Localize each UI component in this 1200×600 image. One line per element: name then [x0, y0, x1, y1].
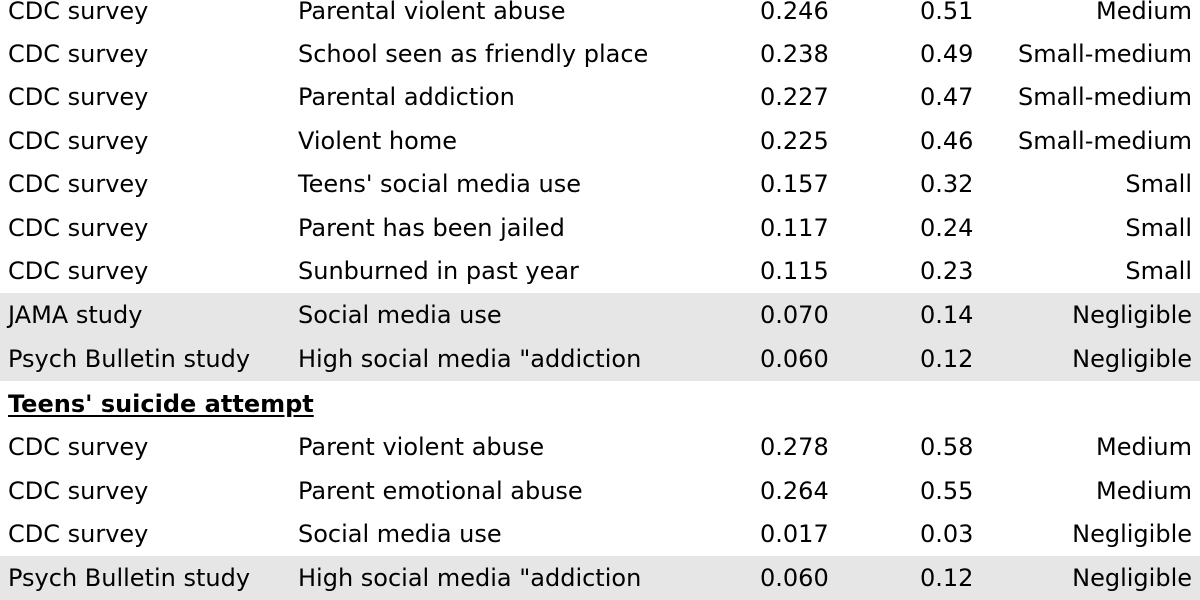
factor-cell: Social media use	[298, 520, 502, 548]
source-cell: CDC survey	[8, 214, 149, 242]
source-cell: Psych Bulletin study	[8, 564, 251, 592]
effect-label-cell: Small-medium	[1018, 83, 1192, 111]
effect-label-cell: Negligible	[1072, 520, 1192, 548]
factor-cell: Social media use	[298, 301, 502, 329]
correlation-cell: 0.246	[760, 0, 829, 25]
table-row: CDC survey Parent violent abuse 0.278 0.…	[0, 425, 1200, 469]
correlation-cell: 0.225	[760, 127, 829, 155]
source-cell: Psych Bulletin study	[8, 345, 251, 373]
factor-cell: High social media "addiction	[298, 345, 642, 373]
factor-cell: High social media "addiction	[298, 564, 642, 592]
effect-label-cell: Small	[1125, 257, 1192, 285]
table-row: CDC survey Violent home 0.225 0.46 Small…	[0, 119, 1200, 163]
effect-label-cell: Small	[1125, 214, 1192, 242]
factor-cell: Parent has been jailed	[298, 214, 565, 242]
effect-size-cell: 0.46	[920, 127, 974, 155]
correlation-cell: 0.117	[760, 214, 829, 242]
effect-label-cell: Small	[1125, 170, 1192, 198]
table-row: CDC survey Parental violent abuse 0.246 …	[0, 0, 1200, 33]
effect-label-cell: Medium	[1096, 477, 1192, 505]
effect-size-cell: 0.55	[920, 477, 974, 505]
source-cell: CDC survey	[8, 433, 149, 461]
effect-label-cell: Negligible	[1072, 301, 1192, 329]
effect-size-cell: 0.49	[920, 40, 974, 68]
correlation-cell: 0.070	[760, 301, 829, 329]
correlation-cell: 0.264	[760, 477, 829, 505]
effect-size-cell: 0.24	[920, 214, 974, 242]
source-cell: JAMA study	[8, 301, 143, 329]
table-row: CDC survey Sunburned in past year 0.115 …	[0, 249, 1200, 293]
factor-cell: Parental addiction	[298, 83, 515, 111]
effect-size-cell: 0.12	[920, 564, 974, 592]
factor-cell: Teens' social media use	[298, 170, 581, 198]
table-row-highlighted: Psych Bulletin study High social media "…	[0, 556, 1200, 600]
source-cell: CDC survey	[8, 520, 149, 548]
effect-label-cell: Medium	[1096, 0, 1192, 25]
factor-cell: Parent violent abuse	[298, 433, 545, 461]
effect-size-cell: 0.47	[920, 83, 974, 111]
factor-cell: Sunburned in past year	[298, 257, 579, 285]
effect-size-cell: 0.23	[920, 257, 974, 285]
effect-size-cell: 0.58	[920, 433, 974, 461]
factor-cell: School seen as friendly place	[298, 40, 649, 68]
effect-size-cell: 0.51	[920, 0, 974, 25]
correlation-cell: 0.060	[760, 564, 829, 592]
correlation-cell: 0.017	[760, 520, 829, 548]
section-heading: Teens' suicide attempt	[8, 390, 314, 418]
effect-label-cell: Negligible	[1072, 345, 1192, 373]
table-row: CDC survey Parental addiction 0.227 0.47…	[0, 75, 1200, 119]
correlation-cell: 0.238	[760, 40, 829, 68]
source-cell: CDC survey	[8, 170, 149, 198]
correlation-cell: 0.157	[760, 170, 829, 198]
effect-size-cell: 0.03	[920, 520, 974, 548]
correlation-cell: 0.115	[760, 257, 829, 285]
effect-size-cell: 0.12	[920, 345, 974, 373]
correlation-cell: 0.227	[760, 83, 829, 111]
correlation-cell: 0.278	[760, 433, 829, 461]
factor-cell: Violent home	[298, 127, 457, 155]
source-cell: CDC survey	[8, 257, 149, 285]
correlation-cell: 0.060	[760, 345, 829, 373]
source-cell: CDC survey	[8, 83, 149, 111]
effect-label-cell: Small-medium	[1018, 40, 1192, 68]
factor-cell: Parent emotional abuse	[298, 477, 583, 505]
table-row-highlighted: Psych Bulletin study High social media "…	[0, 337, 1200, 381]
effect-size-cell: 0.32	[920, 170, 974, 198]
table-row: CDC survey Parent emotional abuse 0.264 …	[0, 469, 1200, 513]
factor-cell: Parental violent abuse	[298, 0, 566, 25]
effect-label-cell: Small-medium	[1018, 127, 1192, 155]
table-row: CDC survey Teens' social media use 0.157…	[0, 162, 1200, 206]
table-row: CDC survey Social media use 0.017 0.03 N…	[0, 512, 1200, 556]
source-cell: CDC survey	[8, 127, 149, 155]
source-cell: CDC survey	[8, 0, 149, 25]
table-row-highlighted: JAMA study Social media use 0.070 0.14 N…	[0, 293, 1200, 337]
table-row: CDC survey Parent has been jailed 0.117 …	[0, 206, 1200, 250]
effect-label-cell: Negligible	[1072, 564, 1192, 592]
section-heading-row: Teens' suicide attempt	[0, 382, 1200, 426]
source-cell: CDC survey	[8, 40, 149, 68]
effect-size-cell: 0.14	[920, 301, 974, 329]
effect-label-cell: Medium	[1096, 433, 1192, 461]
source-cell: CDC survey	[8, 477, 149, 505]
table-row: CDC survey School seen as friendly place…	[0, 32, 1200, 76]
